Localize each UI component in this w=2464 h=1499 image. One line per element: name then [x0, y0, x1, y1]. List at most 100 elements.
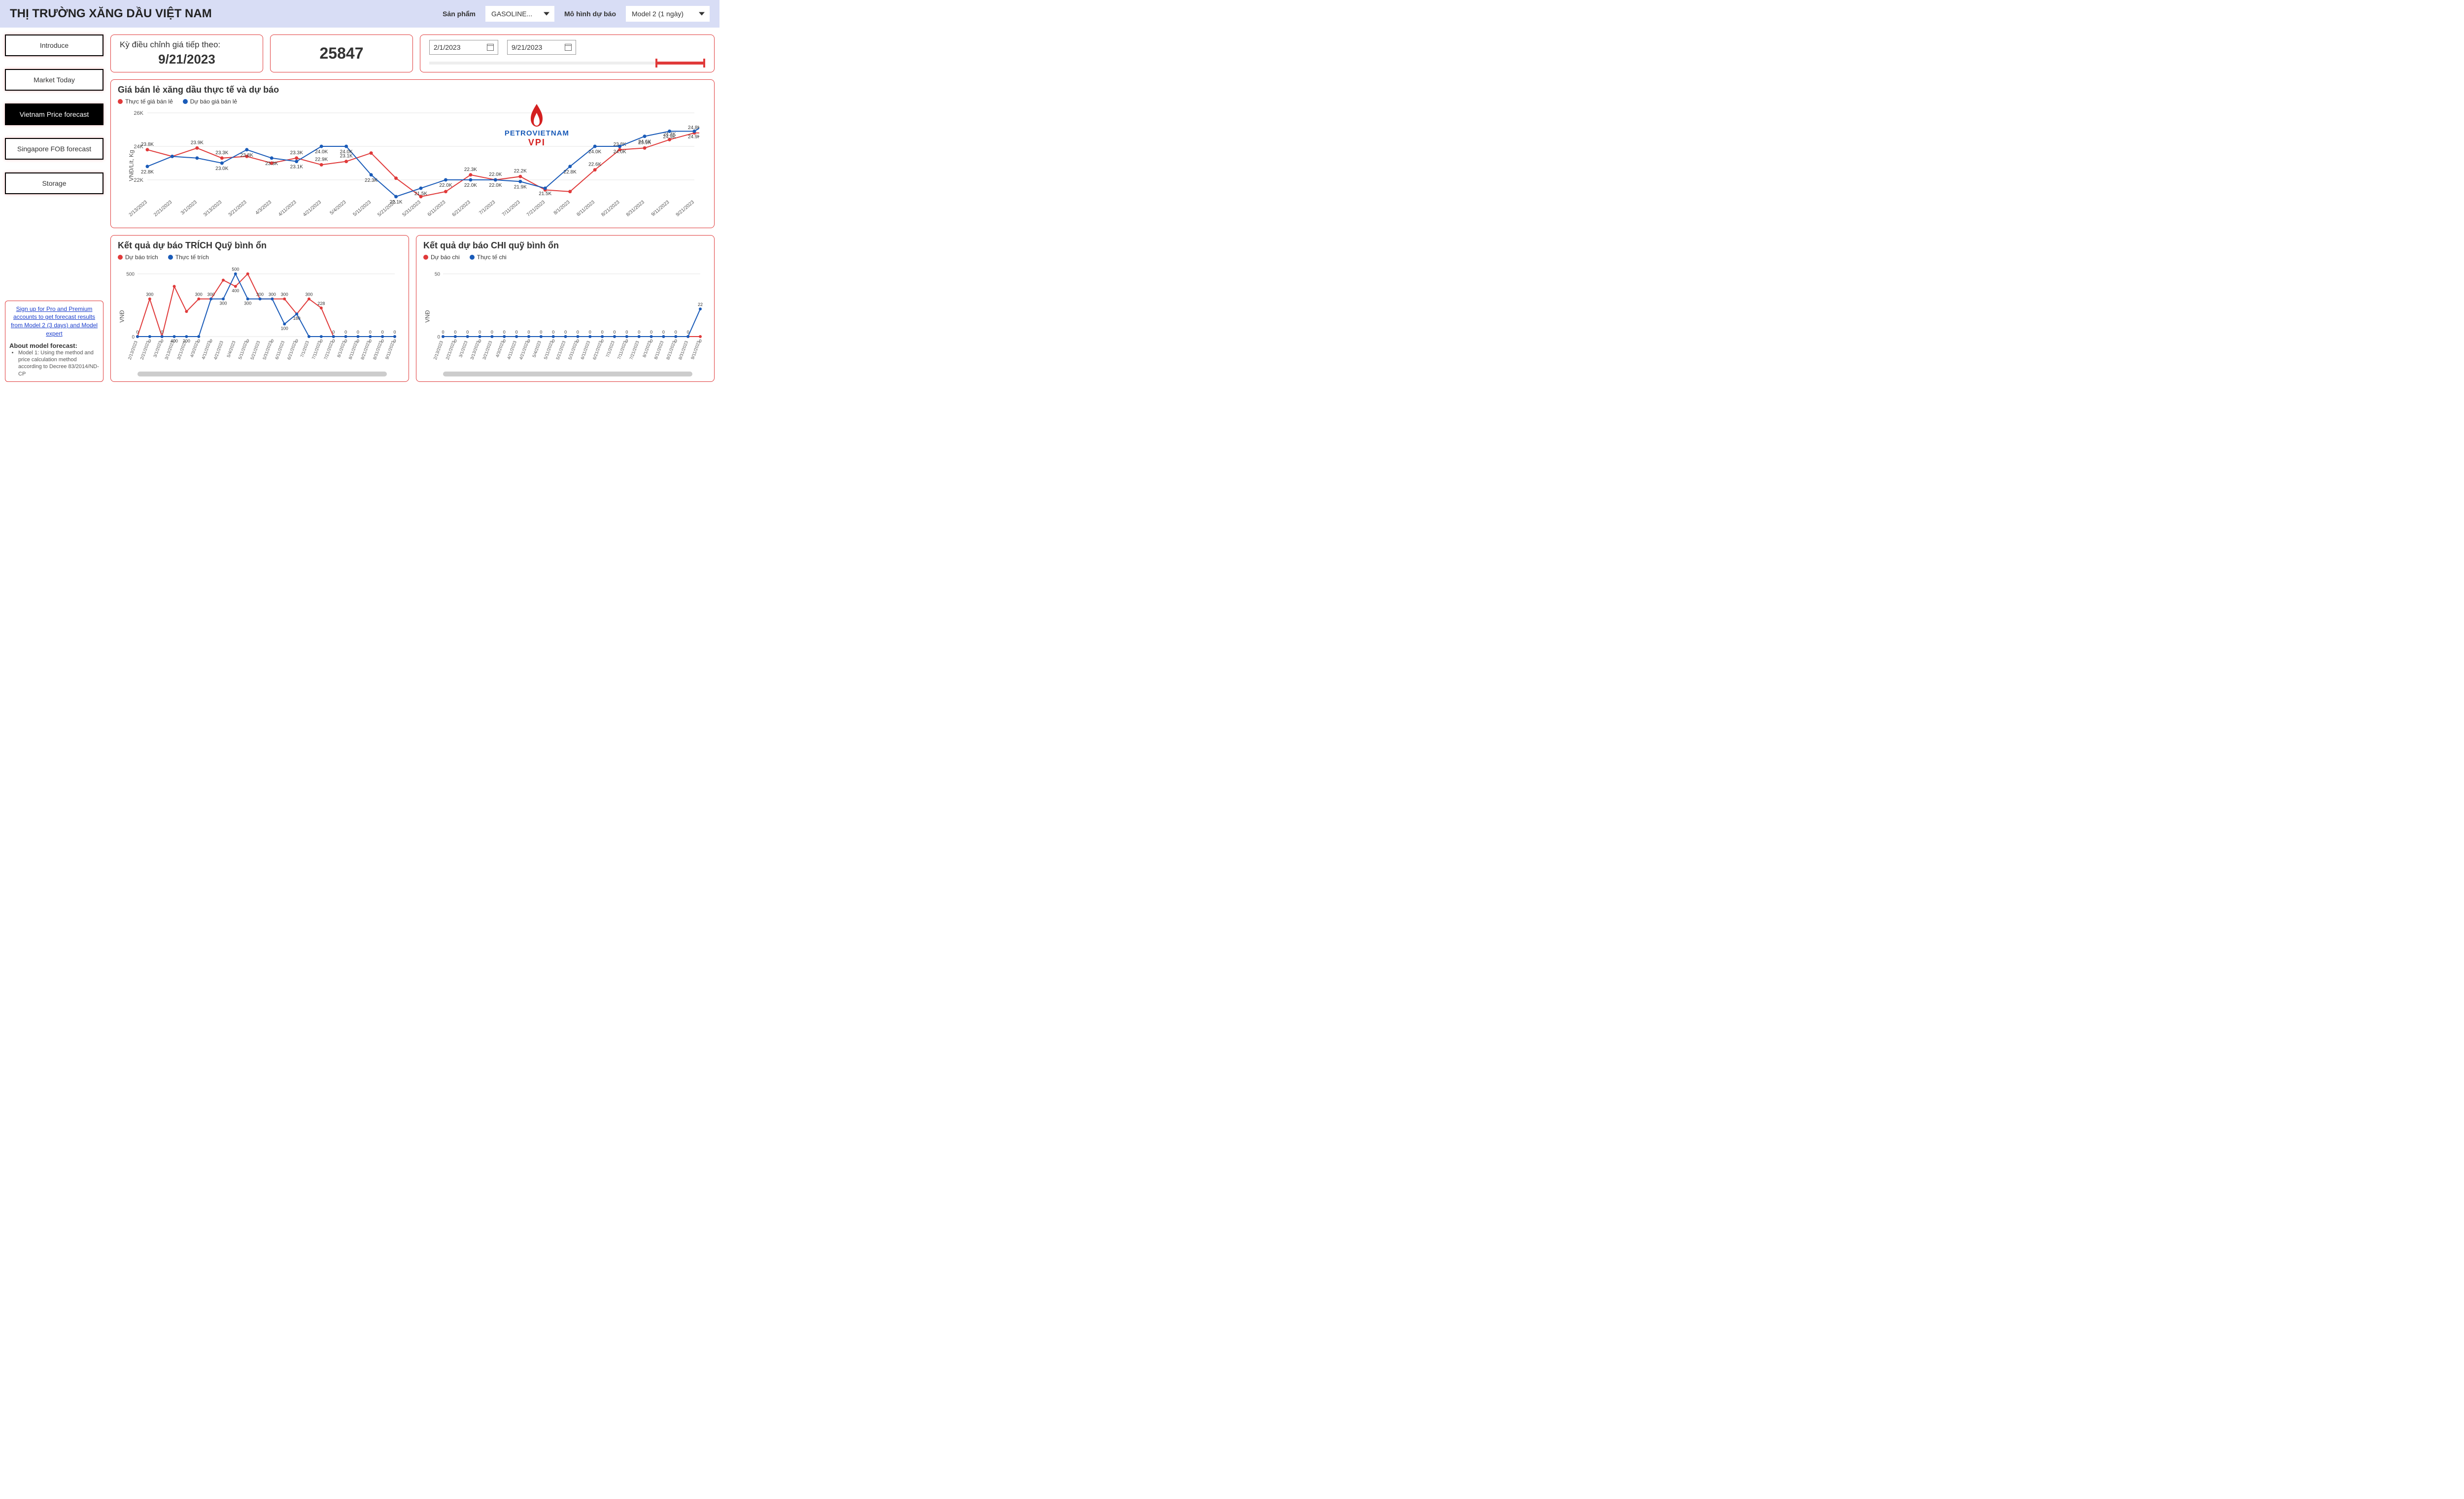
- sidebar: Introduce Market Today Vietnam Price forec…: [5, 34, 103, 382]
- chart3-scrollbar[interactable]: [443, 372, 692, 376]
- svg-text:8/11/2023: 8/11/2023: [576, 200, 596, 218]
- svg-text:228: 228: [317, 301, 325, 306]
- petroleum-logo: PETROVIETNAM VPI: [505, 103, 569, 148]
- svg-text:0: 0: [296, 339, 298, 343]
- legend-item: Dự báo trích: [118, 254, 158, 261]
- svg-text:8/11/2023: 8/11/2023: [653, 340, 664, 360]
- svg-text:4/21/2023: 4/21/2023: [213, 340, 224, 360]
- svg-text:23.1K: 23.1K: [290, 165, 303, 170]
- svg-text:0: 0: [210, 339, 212, 343]
- next-adjustment-card: Kỳ điều chỉnh giá tiếp theo: 9/21/2023: [110, 34, 263, 72]
- about-title: About model forecast:: [9, 342, 99, 349]
- svg-text:5/4/2023: 5/4/2023: [226, 340, 236, 358]
- calendar-icon: [565, 44, 572, 51]
- next-adj-label: Kỳ điều chỉnh giá tiếp theo:: [120, 40, 254, 50]
- legend-dot: [423, 255, 428, 260]
- svg-text:8/31/2023: 8/31/2023: [625, 200, 646, 218]
- svg-text:4/11/2023: 4/11/2023: [506, 340, 517, 360]
- svg-text:2/13/2023: 2/13/2023: [433, 340, 444, 360]
- svg-text:22.0K: 22.0K: [489, 172, 502, 177]
- main-chart-legend: Thực tế giá bán lẻDự báo giá bán lẻ: [118, 98, 707, 105]
- svg-text:8/21/2023: 8/21/2023: [600, 200, 620, 218]
- svg-text:2/13/2023: 2/13/2023: [127, 340, 138, 360]
- svg-text:5/31/2023: 5/31/2023: [402, 200, 422, 218]
- legend-item: Dự báo giá bán lẻ: [183, 98, 237, 105]
- date-range-slider[interactable]: [429, 62, 705, 65]
- svg-text:7/21/2023: 7/21/2023: [628, 340, 640, 360]
- main-chart-title: Giá bán lẻ xăng dầu thực tế và dự báo: [118, 85, 707, 95]
- svg-text:0: 0: [601, 339, 604, 343]
- svg-text:23.3K: 23.3K: [290, 150, 303, 156]
- nav-market-today[interactable]: Market Today: [5, 69, 103, 91]
- svg-text:22.8K: 22.8K: [564, 170, 577, 175]
- svg-text:50: 50: [435, 272, 441, 277]
- model-dropdown[interactable]: Model 2 (1 ngày): [626, 6, 710, 22]
- svg-text:23.3K: 23.3K: [265, 161, 278, 167]
- svg-text:0: 0: [625, 330, 628, 335]
- legend-dot: [168, 255, 173, 260]
- svg-text:22K: 22K: [134, 177, 143, 183]
- date-from-input[interactable]: 2/1/2023: [429, 40, 498, 55]
- svg-text:0: 0: [527, 330, 530, 335]
- svg-text:0: 0: [625, 339, 628, 343]
- svg-text:24.6K: 24.6K: [638, 139, 651, 145]
- svg-text:0: 0: [503, 330, 506, 335]
- product-dropdown[interactable]: GASOLINE...: [485, 6, 554, 22]
- chart3-legend: Dự báo chiThực tế chi: [423, 254, 707, 261]
- date-to-input[interactable]: 9/21/2023: [507, 40, 576, 55]
- svg-text:0: 0: [515, 330, 518, 335]
- chart3-ylabel: VNĐ: [424, 310, 431, 322]
- svg-text:22.2K: 22.2K: [514, 169, 527, 174]
- chart3-card: Kết quả dự báo CHI quỹ bình ổn Dự báo ch…: [416, 235, 715, 382]
- svg-text:300: 300: [244, 301, 251, 306]
- svg-text:0: 0: [393, 330, 396, 335]
- legend-item: Thực tế trích: [168, 254, 209, 261]
- svg-text:21.5K: 21.5K: [414, 191, 427, 197]
- nav-vietnam-price-forecast[interactable]: Vietnam Price forecast: [5, 103, 103, 125]
- chart2-scrollbar[interactable]: [137, 372, 387, 376]
- chart2-ylabel: VNĐ: [119, 310, 126, 322]
- chart3-title: Kết quả dự báo CHI quỹ bình ổn: [423, 240, 707, 251]
- svg-text:22.0K: 22.0K: [489, 183, 502, 188]
- svg-text:0: 0: [589, 330, 591, 335]
- svg-text:3/1/2023: 3/1/2023: [458, 340, 468, 358]
- svg-text:23.0K: 23.0K: [215, 166, 228, 171]
- svg-text:0: 0: [638, 330, 640, 335]
- header-controls: Sản phẩm GASOLINE... Mô hình dự báo Mode…: [443, 6, 710, 22]
- chart2-card: Kết quả dự báo TRÍCH Quỹ bình ổn Dự báo …: [110, 235, 409, 382]
- svg-text:0: 0: [479, 330, 481, 335]
- svg-text:0: 0: [369, 339, 372, 343]
- svg-text:300: 300: [219, 301, 227, 306]
- about-item: Model 1: Using the method and price calc…: [18, 349, 99, 377]
- svg-text:0: 0: [675, 339, 677, 343]
- chart2-legend: Dự báo trích Thực tế trích: [118, 254, 402, 261]
- nav-singapore-fob-forecast[interactable]: Singapore FOB forecast: [5, 138, 103, 160]
- nav-storage[interactable]: Storage: [5, 172, 103, 194]
- svg-text:0: 0: [344, 339, 347, 343]
- svg-text:22.6K: 22.6K: [588, 162, 601, 168]
- svg-text:0: 0: [161, 339, 163, 343]
- svg-text:3/1/2023: 3/1/2023: [180, 200, 198, 216]
- svg-text:22.9K: 22.9K: [315, 157, 328, 162]
- svg-text:24.0K: 24.0K: [614, 149, 626, 155]
- calendar-icon: [487, 44, 494, 51]
- svg-text:26K: 26K: [134, 110, 143, 116]
- svg-text:300: 300: [256, 292, 264, 297]
- svg-text:5/11/2023: 5/11/2023: [352, 200, 372, 218]
- svg-text:0: 0: [381, 330, 384, 335]
- nav-introduce[interactable]: Introduce: [5, 34, 103, 56]
- svg-text:0: 0: [332, 339, 335, 343]
- svg-text:0: 0: [437, 335, 440, 340]
- svg-text:22.3K: 22.3K: [464, 167, 477, 172]
- svg-text:0: 0: [136, 330, 138, 335]
- svg-text:7/1/2023: 7/1/2023: [478, 200, 496, 216]
- svg-text:24.0K: 24.0K: [315, 149, 328, 155]
- svg-text:7/1/2023: 7/1/2023: [605, 340, 615, 358]
- svg-text:300: 300: [269, 292, 276, 297]
- svg-text:22: 22: [698, 302, 703, 307]
- svg-text:0: 0: [601, 330, 604, 335]
- svg-text:0: 0: [271, 339, 274, 343]
- main-chart-card: Giá bán lẻ xăng dầu thực tế và dự báo Th…: [110, 79, 715, 228]
- signup-link[interactable]: Sign up for Pro and Premium accounts to …: [9, 305, 99, 338]
- svg-text:3/21/2023: 3/21/2023: [228, 200, 248, 218]
